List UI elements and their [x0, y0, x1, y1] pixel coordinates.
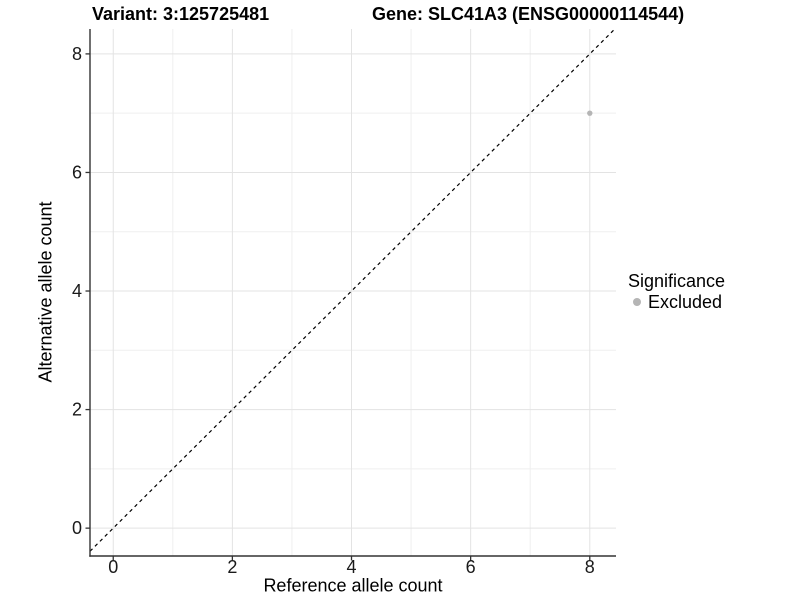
y-tick-label: 6 [72, 162, 82, 182]
variant-title: Variant: 3:125725481 [92, 4, 270, 24]
legend-entry-excluded: Excluded [628, 292, 725, 312]
x-tick-label: 2 [227, 557, 237, 577]
x-axis-title: Reference allele count [263, 575, 443, 596]
x-tick-label: 0 [108, 557, 118, 577]
legend: Significance Excluded [628, 271, 725, 312]
gene-title: Gene: SLC41A3 (ENSG00000114544) [372, 4, 685, 24]
legend-title: Significance [628, 271, 726, 291]
x-tick-label: 4 [347, 557, 357, 577]
y-tick-label: 2 [72, 400, 82, 420]
data-point [587, 110, 593, 116]
y-tick-label: 0 [72, 518, 82, 538]
x-tick-label: 8 [585, 557, 595, 577]
y-tick-label: 4 [72, 281, 82, 301]
y-tick-label: 8 [72, 44, 82, 64]
identity-line [89, 28, 616, 552]
y-axis-title: Alternative allele count [35, 201, 56, 383]
legend-entry-label: Excluded [648, 292, 723, 312]
x-tick-label: 6 [466, 557, 476, 577]
legend-point-icon [633, 298, 641, 306]
